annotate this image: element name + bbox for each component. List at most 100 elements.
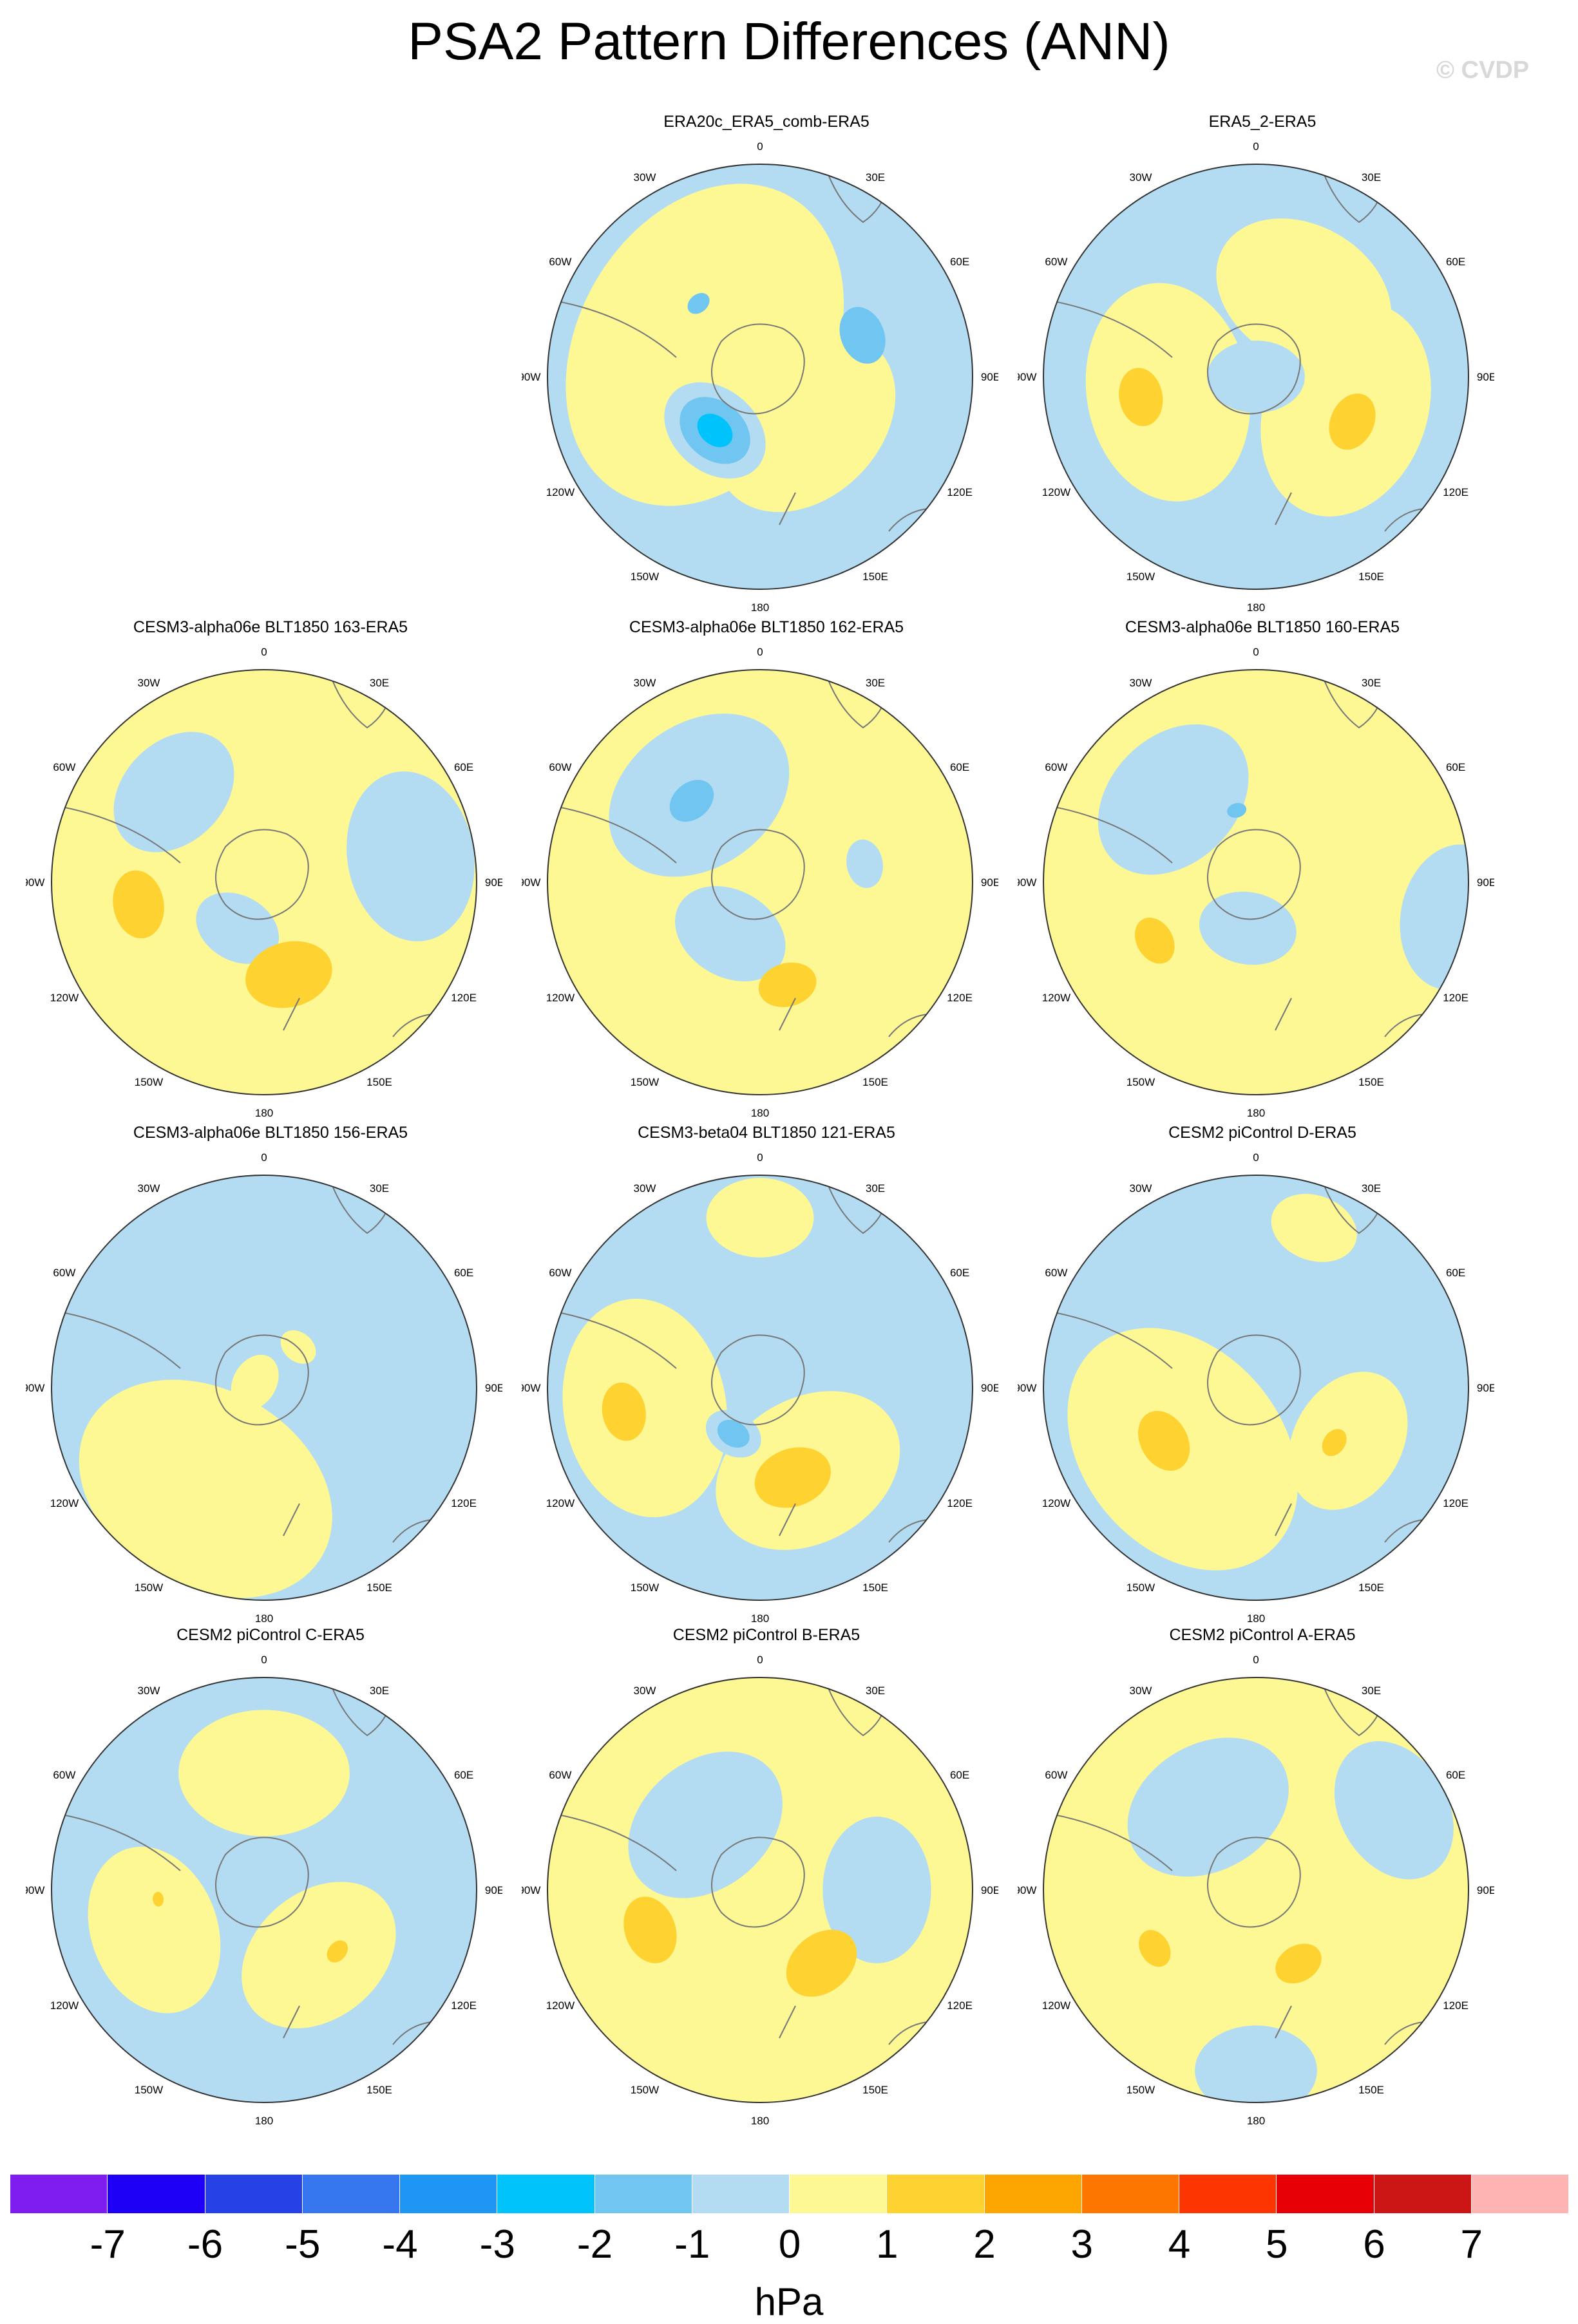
new-zealand-coastline xyxy=(1275,997,1292,1031)
longitude-label: 150E xyxy=(1358,2084,1384,2096)
anomaly-region xyxy=(178,1710,350,1837)
longitude-label: 90E xyxy=(981,1884,998,1896)
anomaly-region xyxy=(697,413,733,448)
anomaly-region xyxy=(1127,1737,1289,1877)
longitude-label: 120E xyxy=(451,1999,477,2012)
colorbar-tick-label: 7 xyxy=(1460,2222,1483,2267)
anomaly-region xyxy=(1207,340,1305,413)
longitude-label: 120W xyxy=(546,1497,575,1509)
longitude-label: 120E xyxy=(947,486,973,498)
anomaly-region xyxy=(1138,1411,1190,1471)
longitude-label: 120W xyxy=(50,992,79,1004)
longitude-label: 30E xyxy=(866,1685,885,1697)
longitude-label: 150E xyxy=(862,571,888,583)
longitude-label: 120E xyxy=(1443,992,1469,1004)
colorbar-tick-label: -2 xyxy=(576,2222,613,2267)
longitude-label: 60E xyxy=(950,761,969,773)
longitude-label: 90W xyxy=(1018,1382,1036,1394)
polar-map: 0 30E 60E 90E 120E 150E 180 150W 120W 90W 60W 30W xyxy=(26,1654,502,2127)
longitude-label: 30W xyxy=(137,1685,160,1697)
longitude-label: 90W xyxy=(26,876,44,889)
longitude-label: 150E xyxy=(862,1582,888,1594)
panel-title: CESM3-alpha06e BLT1850 162-ERA5 xyxy=(629,618,904,636)
panel-title: CESM3-alpha06e BLT1850 163-ERA5 xyxy=(133,618,408,636)
longitude-label: 0 xyxy=(757,1151,763,1164)
longitude-label: 180 xyxy=(1247,2115,1265,2127)
anomaly-region xyxy=(628,1752,783,1898)
longitude-label: 150E xyxy=(1358,571,1384,583)
longitude-label: 60E xyxy=(1446,761,1465,773)
anomaly-region xyxy=(623,1896,677,1963)
colorbar-tick-label: -5 xyxy=(285,2222,321,2267)
longitude-label: 120E xyxy=(1443,1999,1469,2012)
longitude-label: 60W xyxy=(549,761,571,773)
colorbar-segment xyxy=(594,2175,692,2213)
anomaly-region xyxy=(113,870,164,939)
longitude-label: 0 xyxy=(757,140,763,153)
polar-map: 0 30E 60E 90E 120E 150E 180 150W 120W 90W 60W 30W xyxy=(522,140,998,614)
colorbar-tick-label: -6 xyxy=(187,2222,223,2267)
longitude-label: 120E xyxy=(451,992,477,1004)
longitude-label: 180 xyxy=(751,2115,769,2127)
anomaly-region xyxy=(1195,2025,1317,2102)
colorbar-segment xyxy=(790,2175,888,2213)
longitude-label: 120E xyxy=(947,992,973,1004)
colorbar-tick-label: 1 xyxy=(876,2222,898,2267)
anomaly-region xyxy=(754,1447,831,1508)
south-america-coastline xyxy=(52,804,181,864)
longitude-label: 60E xyxy=(950,1769,969,1781)
map-panel: CESM3-alpha06e BLT1850 160-ERA5 0 30E 60E 90… xyxy=(1018,618,1507,1119)
map-panel: CESM3-alpha06e BLT1850 156-ERA5 0 30E 60E 90… xyxy=(26,1124,515,1625)
polar-map: 0 30E 60E 90E 120E 150E 180 150W 120W 90W 60W 30W xyxy=(522,646,998,1119)
longitude-label: 0 xyxy=(1253,1654,1259,1666)
longitude-label: 120W xyxy=(546,1999,575,2012)
longitude-label: 30W xyxy=(137,677,160,689)
anomaly-region xyxy=(839,307,886,364)
longitude-label: 60W xyxy=(1045,761,1067,773)
map-panel: CESM3-beta04 BLT1850 121-ERA5 0 30E 60E 90E 1… xyxy=(522,1124,1011,1625)
new-zealand-coastline xyxy=(779,997,796,1031)
longitude-label: 60E xyxy=(950,1267,969,1279)
longitude-label: 60W xyxy=(549,1769,571,1781)
map-border xyxy=(547,1677,973,2103)
antarctica-coastline xyxy=(1207,323,1301,415)
anomaly-region xyxy=(113,732,234,853)
antarctica-coastline xyxy=(711,323,805,415)
anomaly-region xyxy=(245,941,332,1008)
longitude-label: 120E xyxy=(451,1497,477,1509)
panel-title: CESM2 piControl B-ERA5 xyxy=(672,1626,860,1644)
colorbar-segment xyxy=(692,2175,790,2213)
longitude-label: 90E xyxy=(1477,876,1494,889)
anomaly-region xyxy=(786,1929,857,1997)
longitude-label: 150W xyxy=(631,571,659,583)
longitude-label: 120W xyxy=(1042,1497,1070,1509)
new-zealand-coastline xyxy=(1275,1503,1292,1536)
polar-map: 0 30E 60E 90E 120E 150E 180 150W 120W 90W 60W 30W xyxy=(522,1654,998,2127)
polar-map: 0 30E 60E 90E 120E 150E 180 150W 120W 90W 60W 30W xyxy=(1018,140,1494,614)
longitude-label: 30E xyxy=(1362,1685,1381,1697)
polar-map: 0 30E 60E 90E 120E 150E 180 150W 120W 90W 60W 30W xyxy=(1018,1654,1494,2127)
anomaly-region xyxy=(1322,1429,1347,1457)
longitude-label: 150E xyxy=(862,1076,888,1088)
longitude-label: 60W xyxy=(549,1267,571,1279)
anomaly-region xyxy=(1275,1943,1322,1984)
colorbar-tick-label: 4 xyxy=(1168,2222,1191,2267)
new-zealand-coastline xyxy=(283,997,300,1031)
longitude-label: 30W xyxy=(633,1182,656,1195)
anomaly-region xyxy=(242,1882,396,2028)
anomaly-region xyxy=(79,1379,332,1598)
longitude-label: 0 xyxy=(757,646,763,658)
longitude-label: 60W xyxy=(1045,1267,1067,1279)
anomaly-region xyxy=(1271,1194,1357,1262)
antarctica-coastline xyxy=(1207,829,1301,920)
longitude-label: 90E xyxy=(981,876,998,889)
anomaly-region xyxy=(1400,844,1469,990)
map-border xyxy=(547,1175,973,1601)
longitude-label: 30E xyxy=(866,677,885,689)
polar-map: 0 30E 60E 90E 120E 150E 180 150W 120W 90W 60W 30W xyxy=(1018,646,1494,1119)
longitude-label: 60W xyxy=(1045,256,1067,268)
longitude-label: 180 xyxy=(1247,601,1265,614)
longitude-label: 60E xyxy=(1446,1769,1465,1781)
colorbar-tick-label: 3 xyxy=(1070,2222,1093,2267)
longitude-label: 150E xyxy=(366,1076,392,1088)
